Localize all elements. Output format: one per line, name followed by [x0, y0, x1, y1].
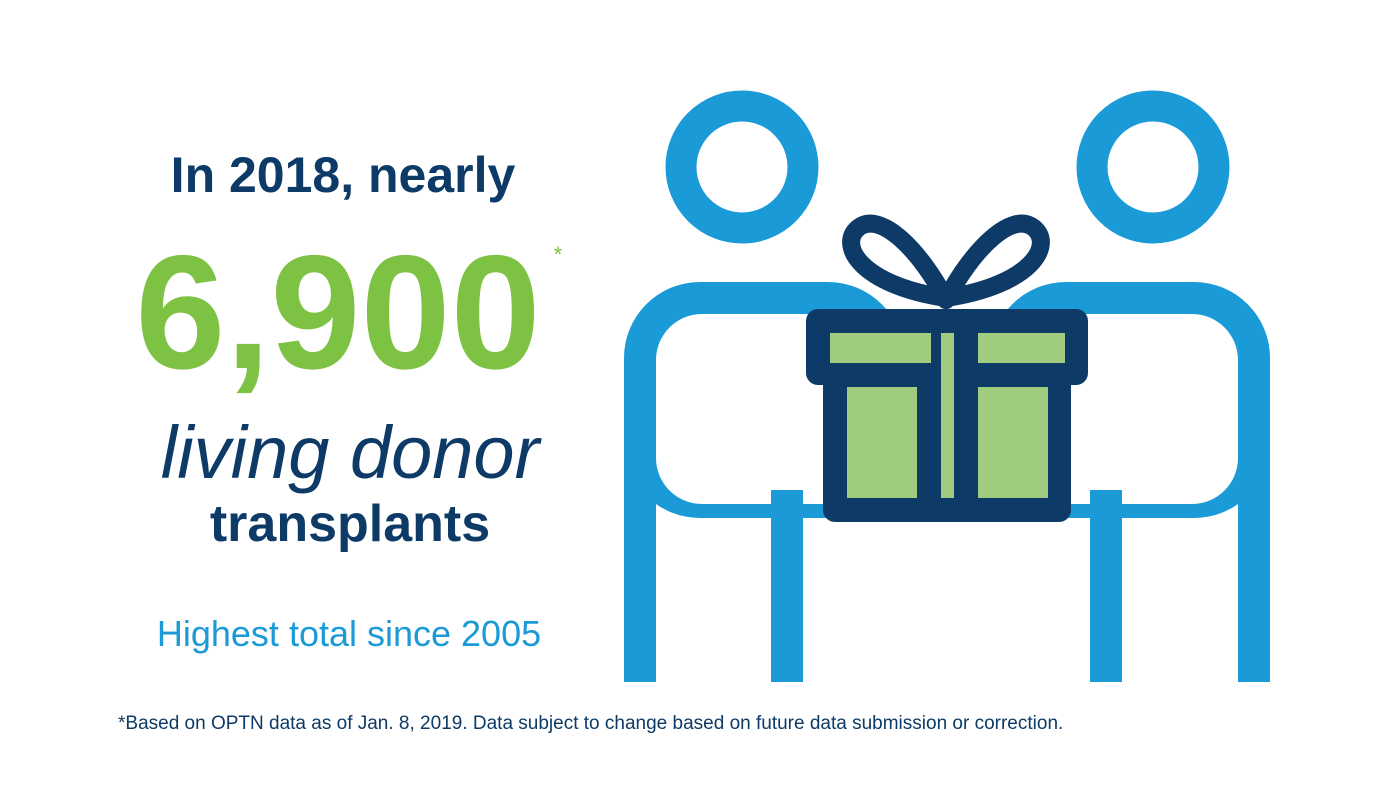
- lid-panel: [978, 333, 1065, 363]
- leg: [1090, 490, 1122, 682]
- bow-loop: [842, 214, 955, 309]
- ribbon-stripe: [941, 333, 954, 498]
- head: [1076, 90, 1230, 244]
- headline: In 2018, nearly: [171, 147, 516, 203]
- leg: [1238, 400, 1270, 682]
- subject-line: transplants: [210, 495, 490, 553]
- asterisk: *: [554, 242, 563, 267]
- box-panel: [847, 387, 917, 498]
- leg: [624, 400, 656, 682]
- leg: [771, 490, 803, 682]
- head: [665, 90, 819, 244]
- lid-panel: [830, 333, 931, 363]
- box-panel: [978, 387, 1048, 498]
- subject-line: living donor: [161, 411, 543, 494]
- bow-loop: [937, 214, 1050, 309]
- highlight: Highest total since 2005: [157, 613, 541, 654]
- footnote: *Based on OPTN data as of Jan. 8, 2019. …: [118, 713, 1063, 734]
- big-figure: 6,900: [135, 222, 540, 403]
- gift: [806, 214, 1088, 522]
